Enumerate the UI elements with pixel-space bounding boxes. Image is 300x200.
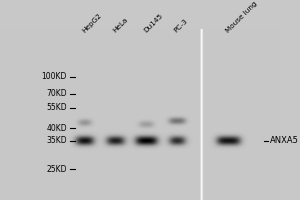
Text: HepG2: HepG2	[81, 12, 103, 34]
Text: Mouse lung: Mouse lung	[225, 1, 258, 34]
Text: PC-3: PC-3	[173, 18, 189, 34]
Text: 35KD: 35KD	[46, 136, 67, 145]
Text: HeLa: HeLa	[112, 17, 129, 34]
Text: Du145: Du145	[142, 13, 164, 34]
Text: 100KD: 100KD	[42, 72, 67, 81]
Text: 40KD: 40KD	[46, 124, 67, 133]
Text: 25KD: 25KD	[46, 165, 67, 174]
Text: 55KD: 55KD	[46, 103, 67, 112]
Text: ANXA5: ANXA5	[269, 136, 298, 145]
Text: 70KD: 70KD	[46, 89, 67, 98]
